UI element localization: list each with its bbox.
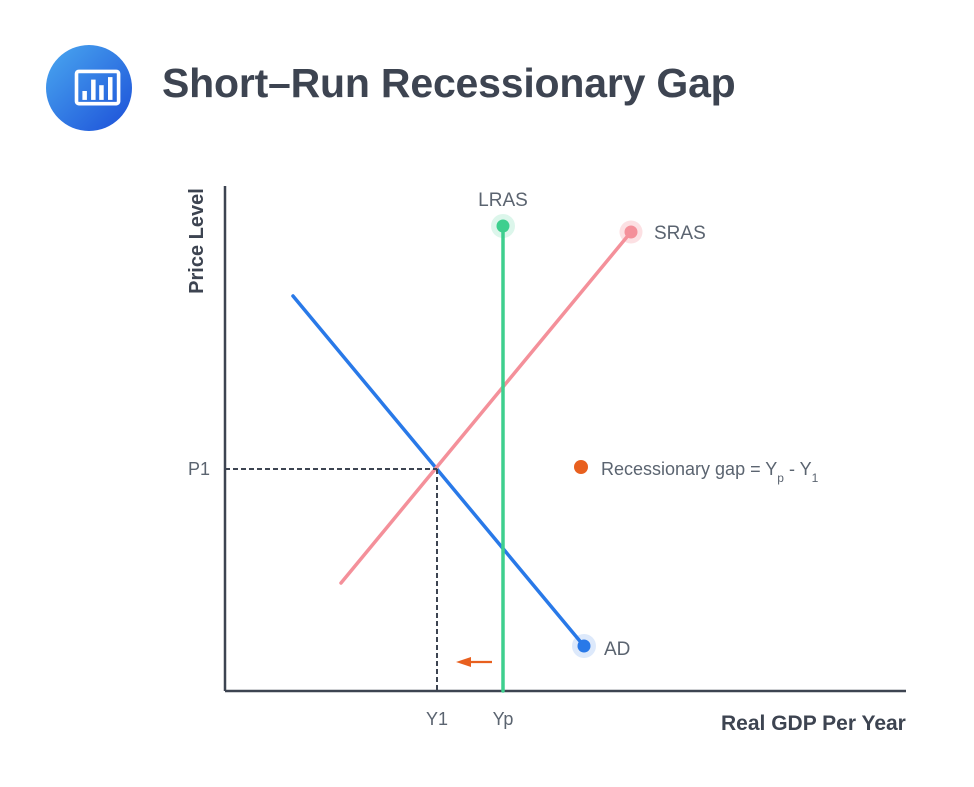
svg-text:Yp: Yp bbox=[493, 709, 514, 729]
svg-text:P1: P1 bbox=[188, 459, 210, 479]
svg-text:SRAS: SRAS bbox=[654, 223, 706, 244]
svg-text:Real GDP Per Year: Real GDP Per Year bbox=[721, 712, 906, 735]
svg-text:Recessionary gap = Yp - Y1: Recessionary gap = Yp - Y1 bbox=[601, 459, 819, 485]
svg-text:Price Level: Price Level bbox=[186, 188, 208, 294]
svg-text:LRAS: LRAS bbox=[478, 190, 528, 211]
svg-text:AD: AD bbox=[604, 639, 630, 660]
svg-text:Y1: Y1 bbox=[426, 709, 448, 729]
